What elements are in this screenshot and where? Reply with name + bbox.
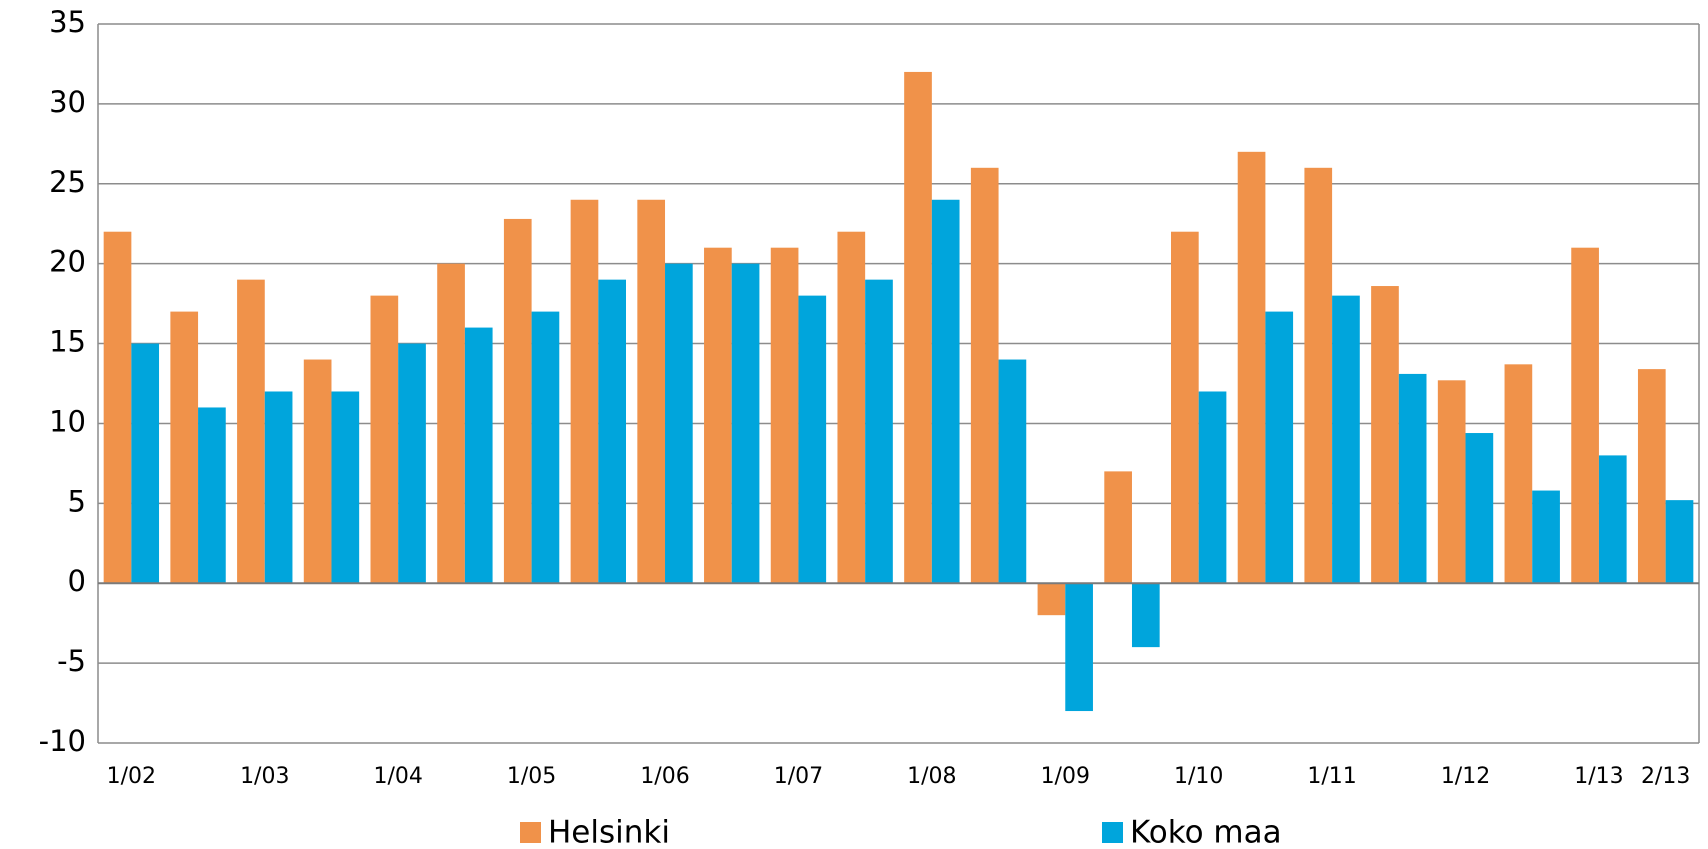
x-tick-label: 1/10 <box>1174 764 1223 789</box>
bar <box>1332 295 1360 584</box>
bar <box>1065 583 1093 712</box>
y-tick-label: 0 <box>68 564 86 598</box>
bar <box>1198 391 1227 584</box>
y-tick-label: 15 <box>49 325 86 359</box>
x-tick-label: 1/05 <box>507 764 556 789</box>
bar <box>503 218 532 584</box>
bar <box>1504 364 1533 584</box>
bar <box>331 391 360 584</box>
x-tick-label: 2/13 <box>1641 764 1690 789</box>
legend-label: Koko maa <box>1130 815 1282 849</box>
bar <box>1265 311 1294 584</box>
legend-label: Helsinki <box>548 815 670 849</box>
bar <box>131 343 160 584</box>
bar <box>1371 286 1399 584</box>
bar <box>370 295 399 584</box>
bar <box>1398 373 1427 584</box>
bar <box>770 247 799 584</box>
bar <box>264 391 293 584</box>
bar <box>1637 369 1666 584</box>
legend-swatch <box>1102 822 1123 843</box>
bar <box>998 359 1027 584</box>
bar <box>1571 247 1599 584</box>
bar <box>1598 455 1627 584</box>
bar <box>198 407 226 584</box>
bar <box>1304 167 1333 584</box>
bar <box>437 263 465 584</box>
bar <box>904 71 932 584</box>
y-tick-label: -10 <box>39 724 86 758</box>
x-tick-label: 1/02 <box>107 764 156 789</box>
x-tick-label: 1/11 <box>1307 764 1356 789</box>
y-tick-label: 20 <box>49 245 86 279</box>
x-tick-label: 1/08 <box>907 764 956 789</box>
bar <box>1237 151 1266 584</box>
x-tick-label: 1/13 <box>1574 764 1623 789</box>
y-tick-label: 10 <box>49 404 86 438</box>
x-tick-label: 1/12 <box>1441 764 1490 789</box>
bar <box>464 327 493 584</box>
bar <box>865 279 893 584</box>
bar <box>237 279 265 584</box>
y-tick-label: -5 <box>57 644 86 678</box>
bar <box>570 199 599 584</box>
x-tick-label: 1/03 <box>240 764 289 789</box>
bar <box>1437 380 1466 584</box>
x-tick-label: 1/09 <box>1041 764 1090 789</box>
legend-swatch <box>520 822 541 843</box>
bar <box>798 295 827 584</box>
bar <box>103 231 132 584</box>
y-tick-label: 35 <box>49 5 86 39</box>
bar <box>837 231 866 584</box>
bar <box>1037 583 1066 616</box>
y-tick-label: 5 <box>68 484 86 518</box>
x-tick-label: 1/07 <box>774 764 823 789</box>
bar <box>1665 500 1694 584</box>
bar <box>665 263 693 584</box>
bar <box>398 343 426 584</box>
bar <box>1104 471 1132 584</box>
bar <box>1465 433 1494 584</box>
bar <box>970 167 999 584</box>
y-tick-label: 25 <box>49 165 86 199</box>
bar <box>531 311 560 584</box>
y-tick-label: 30 <box>49 85 86 119</box>
x-tick-label: 1/04 <box>373 764 422 789</box>
bar <box>1171 231 1199 584</box>
bar <box>731 263 760 584</box>
bar <box>704 247 732 584</box>
bar <box>303 359 332 584</box>
bar <box>1532 490 1560 584</box>
x-tick-label: 1/06 <box>640 764 689 789</box>
bar <box>598 279 626 584</box>
bar <box>1131 583 1160 648</box>
bar <box>637 199 666 584</box>
bar <box>170 311 199 584</box>
bar <box>931 199 960 584</box>
